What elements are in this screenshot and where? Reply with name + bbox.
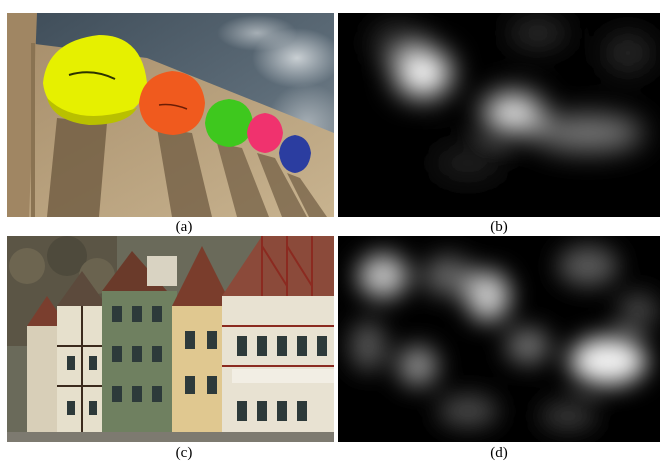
houses-photo <box>7 236 334 442</box>
caption-d: (d) <box>490 445 508 461</box>
caps-photo <box>7 13 334 217</box>
caption-a: (a) <box>175 219 193 235</box>
saliency-map-caps <box>338 13 660 217</box>
caption-c: (c) <box>175 445 193 461</box>
caption-b: (b) <box>490 219 508 235</box>
saliency-map-b <box>338 13 660 217</box>
saliency-map-houses <box>338 236 660 442</box>
saliency-map-d <box>338 236 660 442</box>
image-caps <box>7 13 334 217</box>
image-houses <box>7 236 334 442</box>
